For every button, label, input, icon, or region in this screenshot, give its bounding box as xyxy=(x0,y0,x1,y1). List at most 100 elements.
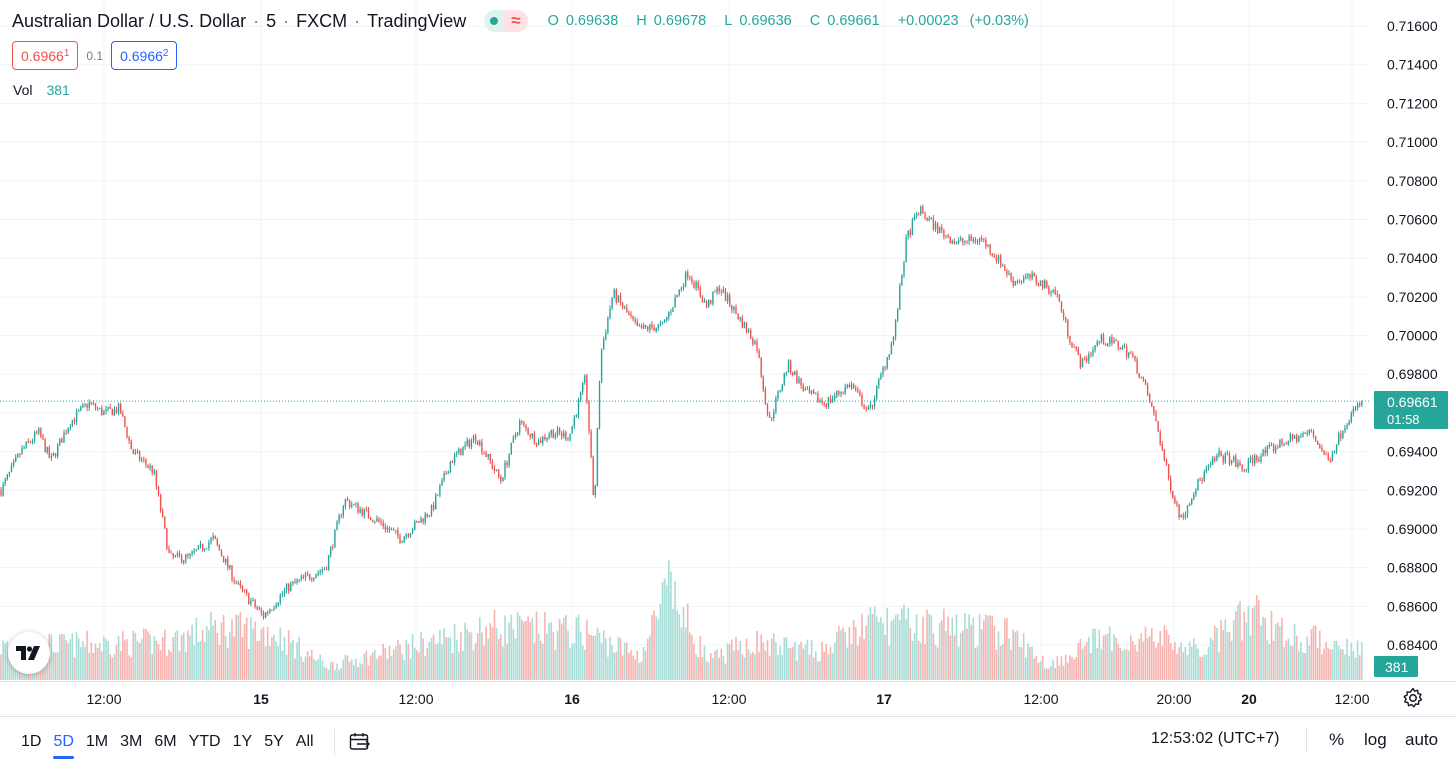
range-1m[interactable]: 1M xyxy=(85,733,109,750)
utc-clock[interactable]: 12:53:02 (UTC+7) xyxy=(1151,730,1280,747)
candle-body xyxy=(760,357,762,377)
auto-scale-toggle[interactable]: auto xyxy=(1405,730,1439,749)
volume-bar xyxy=(208,630,210,680)
candle-body xyxy=(6,474,8,480)
candle-body xyxy=(57,444,59,457)
volume-bar xyxy=(107,640,109,680)
volume-bar xyxy=(258,640,261,680)
symbol-title[interactable]: Australian Dollar / U.S. Dollar · 5 · FX… xyxy=(12,10,467,31)
candle-body xyxy=(936,223,939,234)
candle-body xyxy=(932,218,935,229)
price-chart[interactable]: 0.71600 0.71400 0.71200 0.71000 0.70800 0.706… xyxy=(0,0,1456,716)
volume-bar xyxy=(930,615,933,680)
candle-body xyxy=(607,317,609,333)
volume-bar xyxy=(987,615,989,680)
volume-bar xyxy=(886,607,888,680)
candle-body xyxy=(342,506,344,516)
buy-button[interactable]: 0.6966 2 xyxy=(111,41,178,70)
volume-bar xyxy=(407,643,410,680)
candle-body xyxy=(1266,446,1268,454)
volume-bar xyxy=(1316,647,1319,680)
volume-bar xyxy=(817,661,819,680)
goto-date-icon[interactable] xyxy=(347,729,373,755)
candle-body xyxy=(311,579,313,580)
volume-bar xyxy=(745,638,748,680)
candle-body xyxy=(731,305,733,310)
candle-body xyxy=(172,553,174,557)
candle-body xyxy=(962,238,964,243)
tradingview-logo-icon[interactable] xyxy=(8,632,50,674)
volume-bar xyxy=(596,627,599,680)
range-ytd[interactable]: YTD xyxy=(188,733,221,750)
candle-body xyxy=(911,220,914,236)
volume-bar xyxy=(600,642,603,680)
candle-body xyxy=(1006,270,1008,275)
volume-bar xyxy=(1178,647,1180,680)
candle-body xyxy=(111,408,113,416)
settings-gear-icon[interactable] xyxy=(1401,686,1425,710)
candle-body xyxy=(1230,460,1233,464)
candle-body xyxy=(1321,447,1323,451)
volume-bar xyxy=(495,628,498,680)
candle-body xyxy=(1325,454,1327,456)
volume-bar xyxy=(458,651,460,680)
volume-bar xyxy=(149,634,151,680)
candle-body xyxy=(369,517,372,521)
candle-body xyxy=(1243,469,1245,471)
volume-bar xyxy=(909,627,912,680)
range-5y[interactable]: 5Y xyxy=(264,733,284,750)
volume-bar xyxy=(1159,630,1161,680)
volume-bar xyxy=(512,629,515,680)
range-6m[interactable]: 6M xyxy=(154,733,177,750)
price-tick-label: 0.69400 xyxy=(1387,444,1438,460)
candle-body xyxy=(846,385,848,387)
volume-bar xyxy=(1283,647,1285,680)
volume-bar xyxy=(800,641,802,680)
volume-bar xyxy=(882,623,884,680)
ohlc-values: O 0.69638 H 0.69678 L 0.69636 C 0.69661 +0.0… xyxy=(547,13,1029,29)
volume-bar xyxy=(783,637,786,680)
volume-bar xyxy=(518,615,521,680)
volume-legend[interactable]: Vol 381 xyxy=(13,82,70,98)
candle-body xyxy=(519,421,521,433)
range-1y[interactable]: 1Y xyxy=(232,733,253,750)
log-scale-toggle[interactable]: log xyxy=(1364,730,1387,749)
range-3m[interactable]: 3M xyxy=(120,733,143,750)
volume-bar xyxy=(1113,634,1115,680)
spread-value: 0.1 xyxy=(86,48,104,63)
sell-button[interactable]: 0.6966 1 xyxy=(12,41,79,70)
candle-body xyxy=(697,282,699,289)
candle-body xyxy=(584,375,586,383)
volume-bar xyxy=(248,648,250,680)
candle-body xyxy=(220,550,223,556)
volume-bar xyxy=(871,613,874,680)
volume-bar xyxy=(245,617,248,680)
candle-body xyxy=(909,231,911,236)
indicator-status-icon[interactable]: ≈ xyxy=(484,10,528,32)
candle-body xyxy=(443,473,445,480)
candle-body xyxy=(288,583,290,591)
candle-body xyxy=(810,391,813,393)
range-5d[interactable]: 5D xyxy=(47,727,79,759)
volume-bar xyxy=(857,645,859,680)
low-value: 0.69636 xyxy=(739,13,792,29)
candle-body xyxy=(890,343,893,355)
candle-body xyxy=(701,296,704,303)
range-all[interactable]: All xyxy=(295,733,314,750)
volume-bar xyxy=(451,652,454,680)
volume-bar xyxy=(8,647,11,680)
candle-body xyxy=(367,509,370,518)
volume-bar xyxy=(789,648,792,680)
price-tick-label: 0.70400 xyxy=(1387,250,1438,266)
percent-scale-toggle[interactable]: % xyxy=(1329,730,1345,749)
candle-body xyxy=(590,431,592,457)
volume-bar xyxy=(250,617,252,680)
candle-body xyxy=(378,518,380,522)
candle-body xyxy=(1226,453,1229,455)
candle-body xyxy=(1144,379,1147,385)
volume-bar xyxy=(426,647,429,680)
candle-body xyxy=(1002,265,1004,267)
range-1d[interactable]: 1D xyxy=(21,733,42,750)
candle-body xyxy=(283,590,286,594)
volume-bar xyxy=(993,625,996,680)
